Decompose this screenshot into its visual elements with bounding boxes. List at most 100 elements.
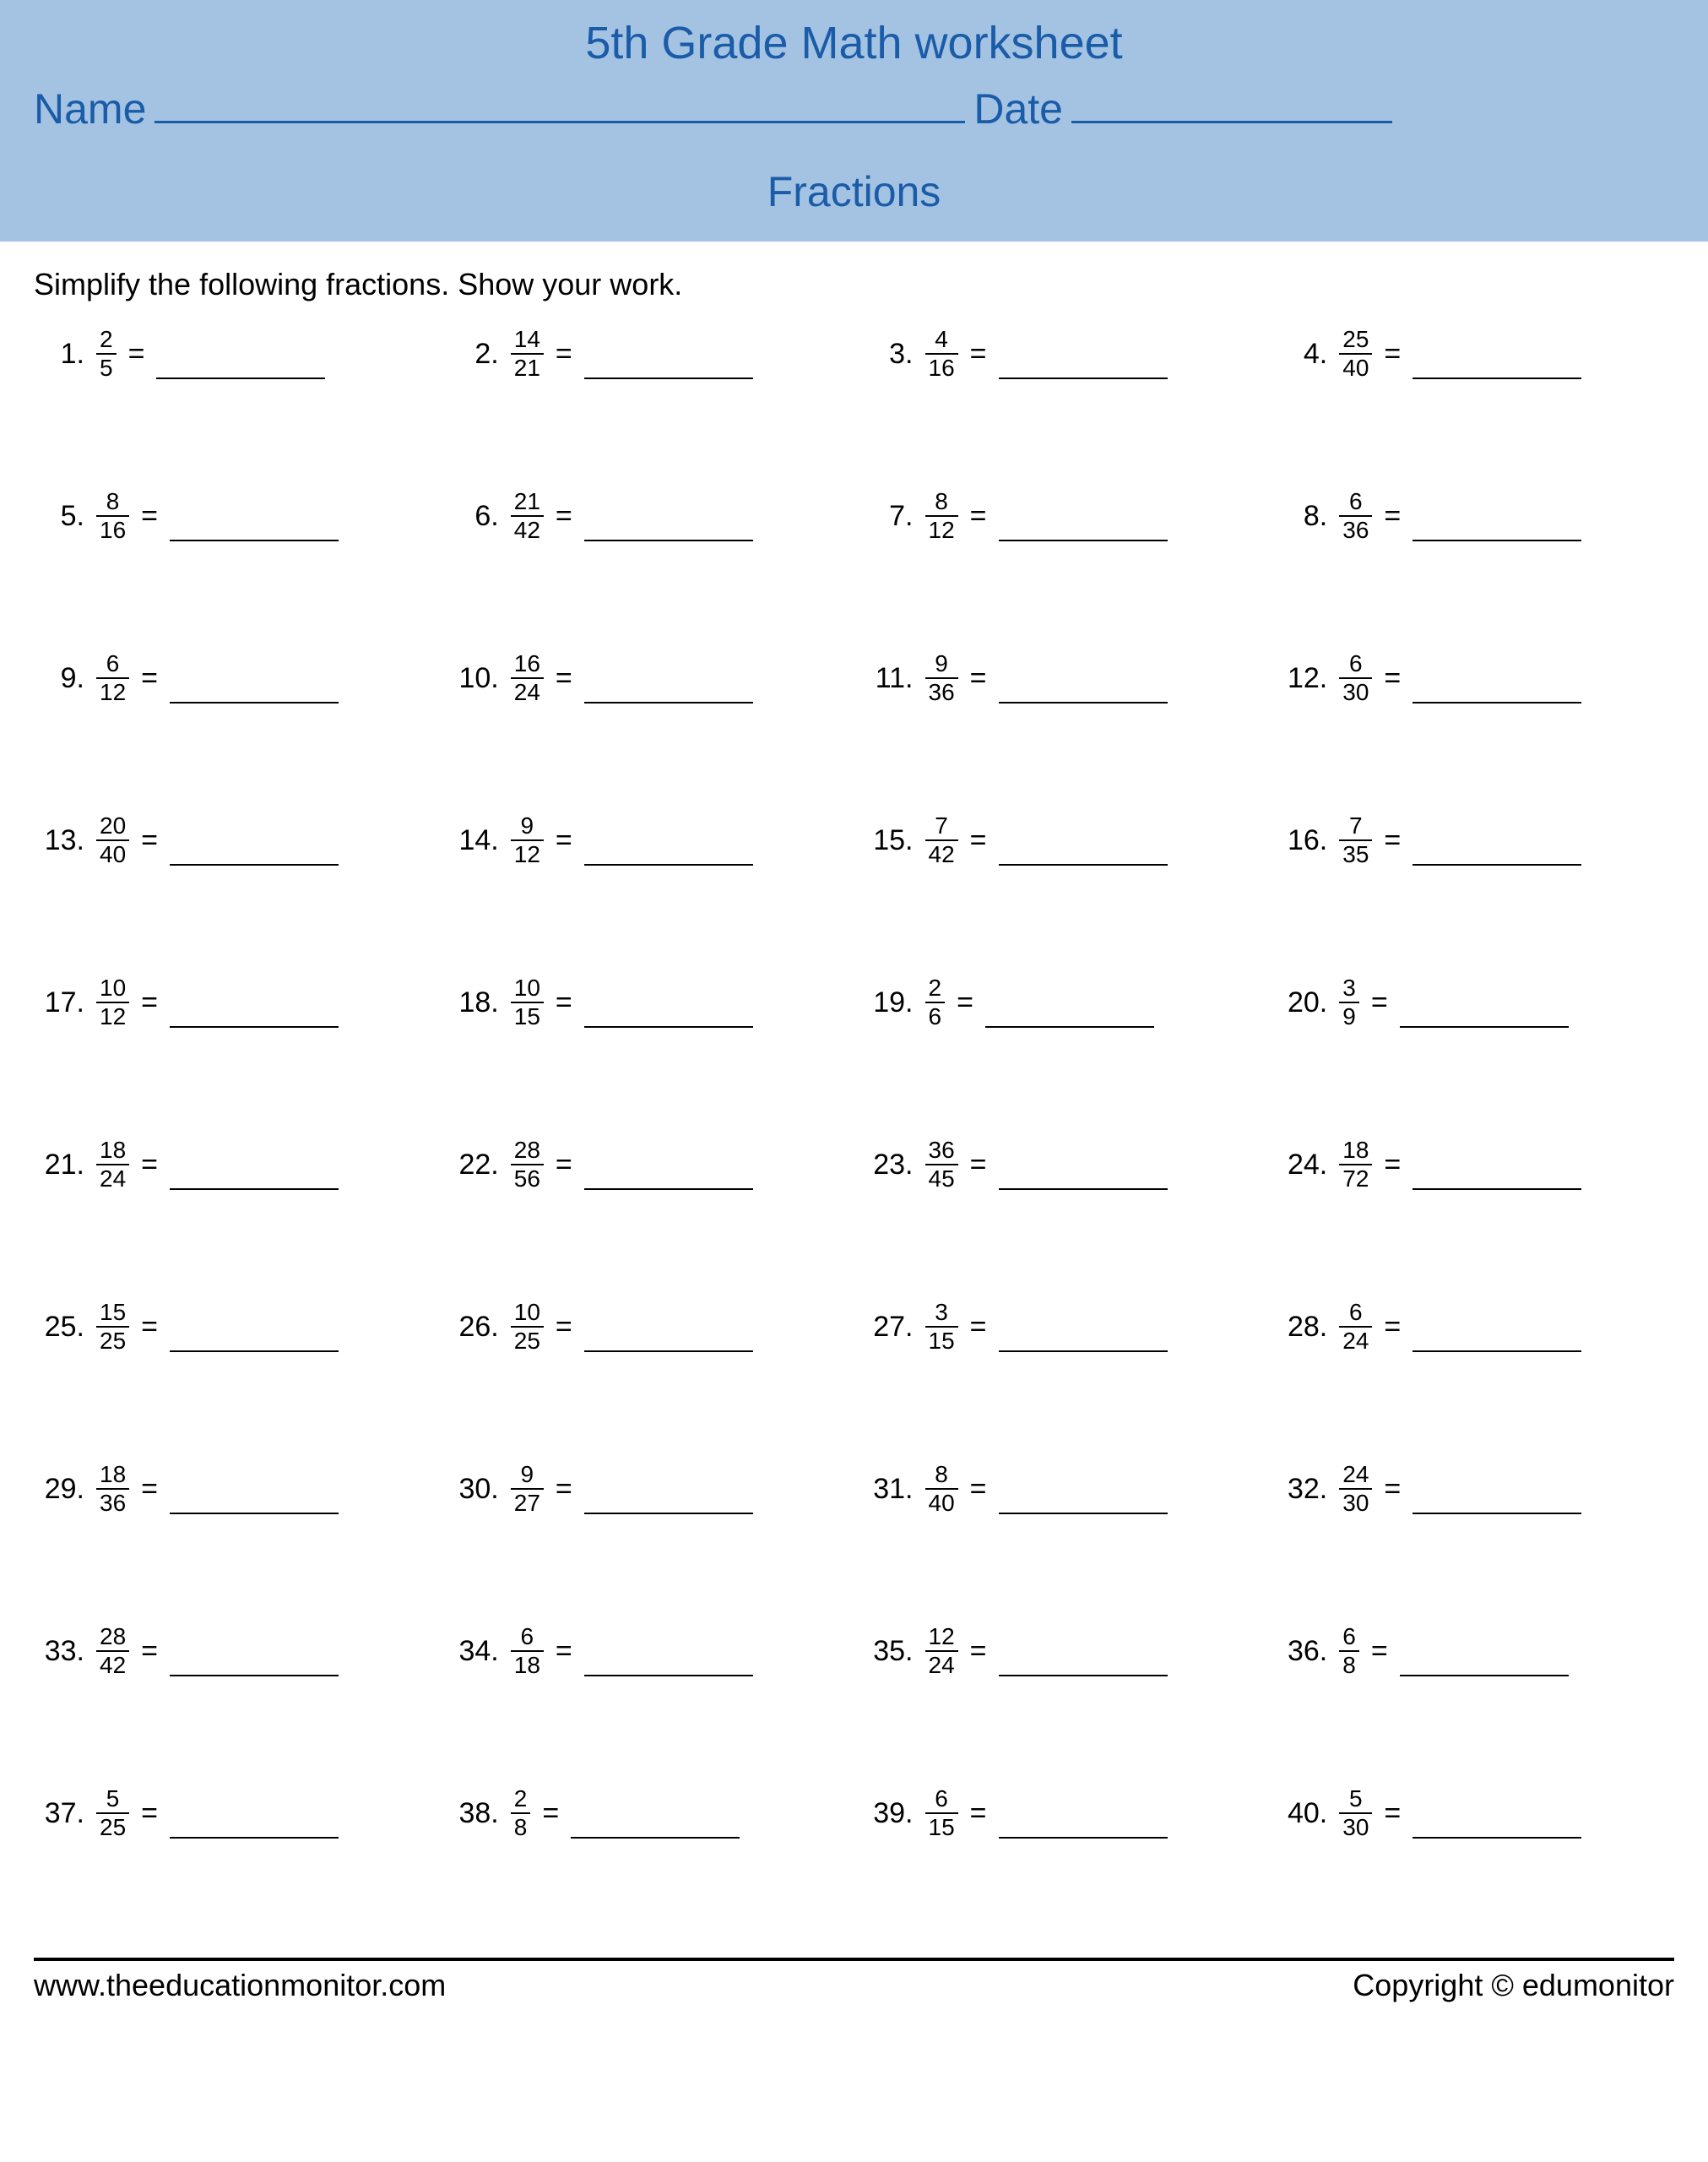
answer-input-line[interactable]: [985, 999, 1154, 1028]
answer-input-line[interactable]: [571, 1810, 740, 1839]
fraction-denominator: 35: [1339, 839, 1372, 866]
fraction-denominator: 72: [1339, 1164, 1372, 1191]
equals-sign: =: [1384, 1797, 1401, 1830]
fraction-numerator: 3: [1339, 976, 1359, 1002]
fraction-denominator: 30: [1339, 1488, 1372, 1515]
problem-number: 32.: [1277, 1473, 1327, 1506]
answer-input-line[interactable]: [1412, 1810, 1581, 1839]
fraction-denominator: 40: [96, 839, 129, 866]
fraction-numerator: 9: [931, 652, 952, 677]
answer-input-line[interactable]: [170, 837, 339, 866]
problem-item: 38.28=: [448, 1787, 846, 1839]
worksheet-subtitle: Fractions: [34, 167, 1674, 216]
fraction-numerator: 10: [96, 976, 129, 1002]
equals-sign: =: [1384, 1311, 1401, 1344]
fraction: 912: [511, 814, 544, 866]
fraction: 1224: [925, 1625, 958, 1677]
answer-input-line[interactable]: [170, 513, 339, 541]
answer-input-line[interactable]: [1412, 350, 1581, 379]
fraction: 618: [511, 1625, 544, 1677]
fraction-numerator: 5: [103, 1787, 123, 1812]
answer-input-line[interactable]: [1400, 999, 1569, 1028]
answer-input-line[interactable]: [1412, 1486, 1581, 1514]
fraction-denominator: 8: [1339, 1650, 1359, 1677]
answer-input-line[interactable]: [1412, 1323, 1581, 1352]
answer-input-line[interactable]: [156, 350, 325, 379]
answer-input-line[interactable]: [999, 1161, 1168, 1190]
fraction: 68: [1339, 1625, 1359, 1677]
equals-sign: =: [970, 1797, 987, 1830]
answer-input-line[interactable]: [170, 1161, 339, 1190]
answer-input-line[interactable]: [1412, 1161, 1581, 1190]
answer-input-line[interactable]: [170, 1486, 339, 1514]
problem-number: 40.: [1277, 1797, 1327, 1830]
problem-item: 22.2856=: [448, 1138, 846, 1191]
fraction: 636: [1339, 490, 1372, 542]
worksheet-footer: www.theeducationmonitor.com Copyright © …: [34, 1958, 1674, 2003]
answer-input-line[interactable]: [999, 1323, 1168, 1352]
fraction: 812: [925, 490, 958, 542]
answer-input-line[interactable]: [584, 1648, 753, 1676]
equals-sign: =: [970, 1149, 987, 1181]
fraction-numerator: 36: [925, 1138, 958, 1164]
problem-item: 30.927=: [448, 1463, 846, 1515]
answer-input-line[interactable]: [170, 675, 339, 703]
answer-input-line[interactable]: [999, 350, 1168, 379]
answer-input-line[interactable]: [170, 1648, 339, 1676]
fraction-denominator: 12: [511, 839, 544, 866]
answer-input-line[interactable]: [999, 1810, 1168, 1839]
name-input-line[interactable]: [155, 121, 965, 123]
answer-input-line[interactable]: [584, 837, 753, 866]
answer-input-line[interactable]: [584, 1161, 753, 1190]
answer-input-line[interactable]: [584, 675, 753, 703]
fraction: 1525: [96, 1301, 129, 1353]
answer-input-line[interactable]: [584, 1486, 753, 1514]
answer-input-line[interactable]: [170, 999, 339, 1028]
problem-number: 8.: [1277, 500, 1327, 533]
fraction: 1824: [96, 1138, 129, 1191]
answer-input-line[interactable]: [584, 350, 753, 379]
worksheet-body: Simplify the following fractions. Show y…: [0, 242, 1708, 1839]
fraction-denominator: 25: [511, 1326, 544, 1353]
answer-input-line[interactable]: [999, 837, 1168, 866]
fraction: 816: [96, 490, 129, 542]
fraction-denominator: 25: [96, 1812, 129, 1839]
problem-number: 21.: [34, 1149, 84, 1181]
fraction: 735: [1339, 814, 1372, 866]
fraction-numerator: 5: [1346, 1787, 1366, 1812]
problem-item: 34.618=: [448, 1625, 846, 1677]
answer-input-line[interactable]: [999, 513, 1168, 541]
fraction-denominator: 30: [1339, 677, 1372, 704]
fraction-denominator: 40: [1339, 353, 1372, 380]
date-input-line[interactable]: [1071, 121, 1392, 123]
answer-input-line[interactable]: [170, 1810, 339, 1839]
fraction-denominator: 40: [925, 1488, 958, 1515]
footer-copyright: Copyright © edumonitor: [1353, 1968, 1674, 2003]
answer-input-line[interactable]: [584, 999, 753, 1028]
problem-number: 36.: [1277, 1635, 1327, 1668]
answer-input-line[interactable]: [1400, 1648, 1569, 1676]
problem-number: 22.: [448, 1149, 499, 1181]
equals-sign: =: [556, 662, 572, 695]
problem-item: 39.615=: [863, 1787, 1261, 1839]
answer-input-line[interactable]: [584, 513, 753, 541]
problem-item: 31.840=: [863, 1463, 1261, 1515]
answer-input-line[interactable]: [170, 1323, 339, 1352]
fraction-denominator: 36: [96, 1488, 129, 1515]
answer-input-line[interactable]: [1412, 675, 1581, 703]
fraction: 624: [1339, 1301, 1372, 1353]
problem-number: 26.: [448, 1311, 499, 1344]
answer-input-line[interactable]: [584, 1323, 753, 1352]
fraction-denominator: 24: [96, 1164, 129, 1191]
fraction-denominator: 9: [1339, 1002, 1359, 1029]
problem-number: 23.: [863, 1149, 914, 1181]
answer-input-line[interactable]: [1412, 513, 1581, 541]
problem-number: 33.: [34, 1635, 84, 1668]
answer-input-line[interactable]: [999, 675, 1168, 703]
problem-number: 17.: [34, 986, 84, 1019]
answer-input-line[interactable]: [1412, 837, 1581, 866]
answer-input-line[interactable]: [999, 1486, 1168, 1514]
problem-item: 8.636=: [1277, 490, 1674, 542]
equals-sign: =: [1371, 986, 1388, 1019]
answer-input-line[interactable]: [999, 1648, 1168, 1676]
